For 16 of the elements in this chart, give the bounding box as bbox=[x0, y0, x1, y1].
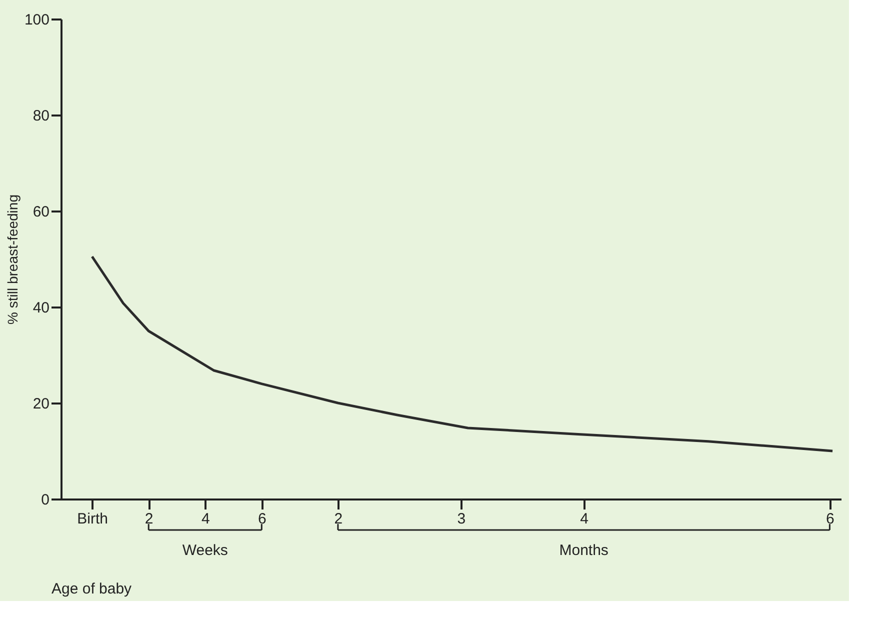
x-tick-label: 6 bbox=[258, 510, 266, 528]
y-tick-label: 100 bbox=[24, 12, 50, 28]
x-axis-title: Age of baby bbox=[52, 580, 132, 598]
text: Weeks bbox=[182, 542, 228, 559]
y-axis-title: % still breast-feeding bbox=[4, 194, 20, 324]
y-tick-label: 0 bbox=[41, 492, 50, 508]
x-tick-label: Birth bbox=[77, 510, 108, 528]
x2-tick-label: 3 bbox=[457, 510, 466, 528]
text: Months bbox=[559, 542, 608, 559]
x-tick-label: 4 bbox=[201, 510, 210, 528]
y-tick-label: 20 bbox=[32, 396, 50, 412]
y-tick-label: 60 bbox=[32, 204, 50, 220]
x-tick-label: 2 bbox=[144, 510, 154, 528]
y-tick-label: 40 bbox=[32, 300, 50, 316]
line-series bbox=[90, 255, 834, 452]
y-tick-label: 80 bbox=[32, 108, 50, 124]
